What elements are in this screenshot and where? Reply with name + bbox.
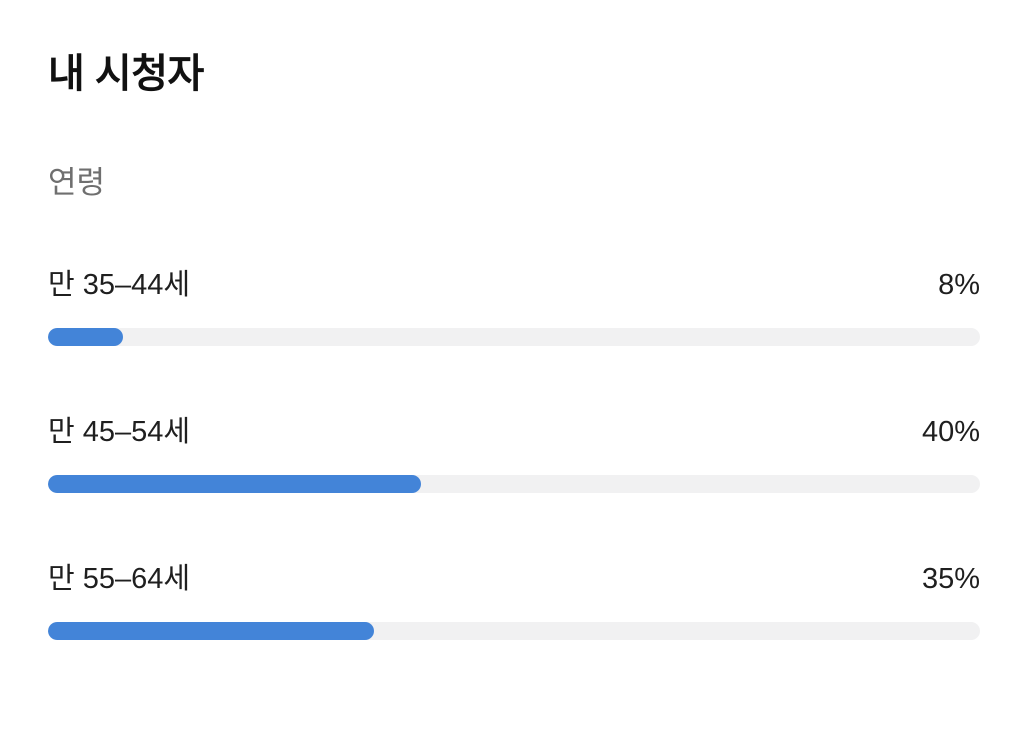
row-head: 만 45–54세 40% (48, 415, 980, 450)
progress-fill (48, 622, 375, 640)
percentage-value: 35% (921, 563, 980, 595)
age-row-45-54: 만 45–54세 40% (48, 415, 980, 493)
age-row-55-64: 만 55–64세 35% (48, 562, 980, 640)
progress-track (48, 475, 980, 493)
age-range-label: 만 55–64세 (48, 563, 191, 595)
age-row-35-44: 만 35–44세 8% (48, 268, 980, 346)
section-label-age: 연령 (48, 165, 106, 200)
percentage-value: 8% (938, 269, 980, 301)
content-area: 내 시청자 연령 만 35–44세 8% 만 45–54세 40% (48, 52, 980, 640)
percentage-value: 40% (921, 416, 980, 448)
progress-fill (48, 328, 123, 346)
row-head: 만 35–44세 8% (48, 268, 980, 303)
age-bar-list: 만 35–44세 8% 만 45–54세 40% 만 55–64세 (48, 268, 980, 640)
age-range-label: 만 35–44세 (48, 269, 191, 301)
progress-track (48, 622, 980, 640)
row-head: 만 55–64세 35% (48, 562, 980, 597)
progress-track (48, 328, 980, 346)
age-range-label: 만 45–54세 (48, 416, 191, 448)
page-title: 내 시청자 (48, 52, 204, 96)
progress-fill (48, 475, 421, 493)
